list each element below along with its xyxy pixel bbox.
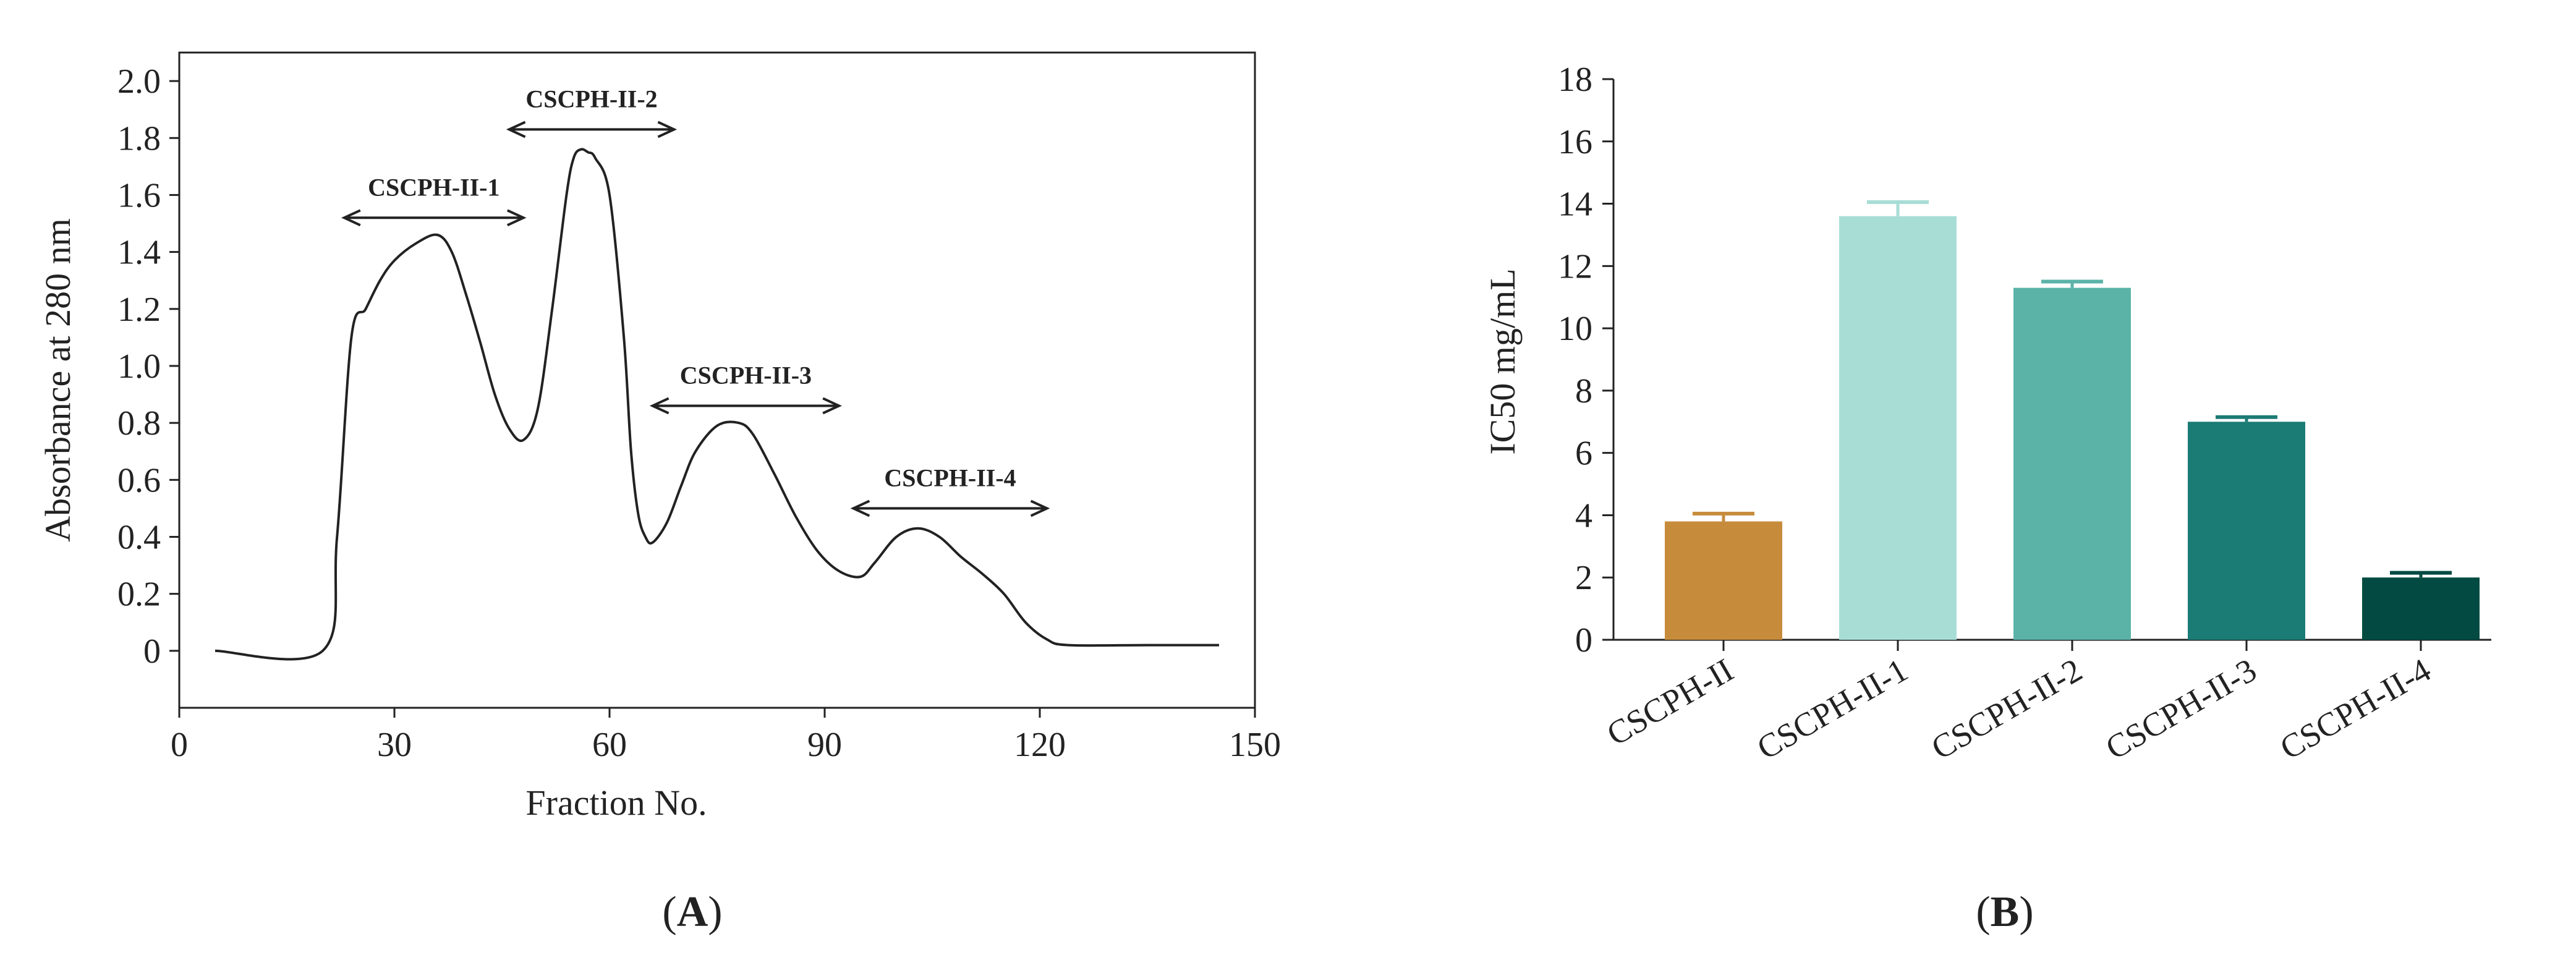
x-tick-label: 30 <box>377 726 412 764</box>
category-label: CSCPH-II-1 <box>1751 651 1914 767</box>
panel-b-y-axis-title: IC50 mg/mL <box>1482 268 1523 454</box>
panel-b-bars <box>1665 200 2480 651</box>
y-tick-label: 1.0 <box>117 347 161 386</box>
arrowhead-left <box>649 397 670 415</box>
arrowhead-left <box>850 499 870 517</box>
category-label: CSCPH-II-4 <box>2274 651 2437 767</box>
y-tick-label: 10 <box>1558 310 1592 348</box>
arrowhead-right <box>657 121 678 138</box>
y-tick-label: 0.4 <box>117 518 161 556</box>
x-tick-label: 90 <box>807 726 842 764</box>
y-tick-label: 0 <box>143 632 161 671</box>
y-tick-label: 1.2 <box>117 291 161 329</box>
fraction-region-label: CSCPH-II-3 <box>680 361 812 389</box>
arrowhead-right <box>822 397 842 415</box>
fraction-region-label: CSCPH-II-1 <box>368 173 499 201</box>
panel-a-x-ticks: 0 30 60 90 120 150 <box>171 708 1281 764</box>
arrowhead-right <box>506 209 527 227</box>
y-tick-label: 4 <box>1575 496 1592 535</box>
y-tick-label: 1.8 <box>117 119 161 158</box>
panel-b-label: (B) <box>1976 888 2033 936</box>
bar <box>2362 577 2480 640</box>
y-tick-label: 1.6 <box>117 176 161 215</box>
arrowhead-right <box>1030 499 1050 517</box>
panel-a-plot-frame <box>178 51 1256 709</box>
y-tick-label: 2 <box>1575 559 1592 597</box>
y-tick-label: 2.0 <box>117 62 161 101</box>
y-tick-label: 18 <box>1558 61 1592 99</box>
y-tick-label: 0.6 <box>117 461 161 499</box>
y-tick-label: 0.8 <box>117 404 161 443</box>
bar <box>2013 287 2131 640</box>
panel-a-y-ticks: 0 0.2 0.4 0.6 0.8 1.0 1.2 1.4 1.6 1.8 2.0 <box>117 62 179 671</box>
bar <box>1839 216 1957 640</box>
absorbance-curve <box>215 148 1219 661</box>
x-tick-label: 0 <box>171 726 188 764</box>
category-label: CSCPH-II-2 <box>1925 651 2088 767</box>
arrowhead-left <box>341 209 361 227</box>
y-tick-label: 16 <box>1558 123 1592 161</box>
panel-a-label: (A) <box>662 888 722 936</box>
x-tick-label: 120 <box>1014 726 1066 764</box>
x-tick-label: 60 <box>592 726 627 764</box>
bar <box>1665 521 1782 640</box>
x-tick-label: 150 <box>1229 726 1281 764</box>
fraction-region-label: CSCPH-II-2 <box>525 85 657 113</box>
y-tick-label: 12 <box>1558 247 1592 286</box>
panel-a-line-chart: 0 0.2 0.4 0.6 0.8 1.0 1.2 1.4 1.6 1.8 2.0 0 30 60 90 1… <box>38 51 1281 936</box>
y-tick-label: 0 <box>1575 621 1592 660</box>
category-label: CSCPH-II-3 <box>2099 651 2263 767</box>
arrowhead-left <box>506 121 526 138</box>
category-label: CSCPH-II <box>1600 651 1740 752</box>
y-tick-label: 14 <box>1558 185 1592 224</box>
y-tick-label: 1.4 <box>117 234 161 272</box>
y-tick-label: 0.2 <box>117 576 161 614</box>
panel-b-category-labels: CSCPH-II CSCPH-II-1 CSCPH-II-2 CSCPH-II-3 CS… <box>1600 651 2437 767</box>
panel-a-fraction-annotations: CSCPH-II-1 CSCPH-II-2 CSCPH-II-3 CSCPH-II-4 <box>341 85 1050 517</box>
bar <box>2188 422 2305 640</box>
panel-b-y-ticks: 0 2 4 6 8 10 12 14 16 18 <box>1558 61 1613 660</box>
y-tick-label: 8 <box>1575 372 1592 410</box>
y-tick-label: 6 <box>1575 435 1592 473</box>
fraction-region-label: CSCPH-II-4 <box>884 464 1016 491</box>
panel-a-y-axis-title: Absorbance at 280 nm <box>38 218 78 542</box>
panel-a-x-axis-title: Fraction No. <box>525 783 707 823</box>
